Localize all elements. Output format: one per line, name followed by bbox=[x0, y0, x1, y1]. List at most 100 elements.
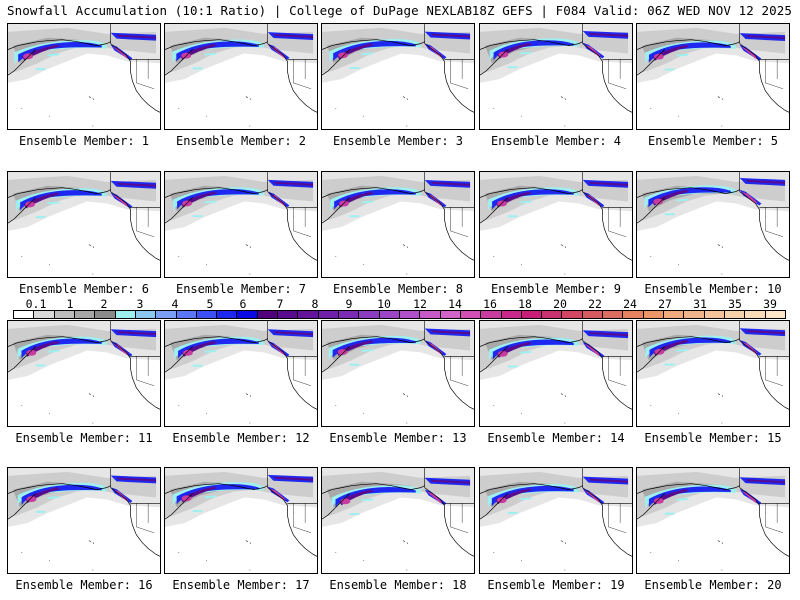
ensemble-member-label: Ensemble Member: 12 bbox=[172, 431, 310, 445]
island-dot bbox=[206, 263, 207, 265]
snow-coast-bc-core bbox=[741, 491, 758, 503]
island-dot bbox=[650, 108, 652, 109]
snow-core-magenta bbox=[183, 349, 193, 356]
colorbar-swatch bbox=[542, 311, 563, 318]
state-borders bbox=[136, 207, 155, 237]
hawaii-islands bbox=[560, 244, 567, 248]
colorbar-tick-label: 0.1 bbox=[25, 297, 47, 311]
island-dot bbox=[21, 405, 23, 406]
snow-band-canada-purple bbox=[430, 33, 471, 38]
ensemble-map-panel bbox=[164, 23, 318, 130]
snow-band-canada-purple bbox=[430, 181, 471, 186]
state-borders bbox=[450, 207, 469, 237]
snow-band-canada-purple bbox=[745, 35, 786, 40]
colorbar bbox=[13, 310, 786, 319]
snow-speckle-cyan bbox=[507, 350, 532, 368]
snow-band-canada-purple bbox=[116, 477, 157, 482]
colorbar-swatch bbox=[176, 311, 197, 318]
colorbar-tick-label: 16 bbox=[483, 297, 497, 311]
colorbar-tick-label: 7 bbox=[276, 297, 284, 311]
snow-band-blue bbox=[177, 189, 259, 210]
hawaii-islands bbox=[560, 540, 567, 544]
island-dot bbox=[678, 115, 679, 117]
hawaii-islands bbox=[245, 244, 252, 248]
island-dot bbox=[335, 405, 337, 406]
state-borders bbox=[450, 356, 469, 386]
island-dot bbox=[249, 422, 251, 424]
snow-band-blue bbox=[648, 486, 731, 507]
snow-coast-bc-core bbox=[426, 491, 443, 504]
colorbar-swatch bbox=[54, 311, 75, 318]
ensemble-map-panel bbox=[479, 23, 633, 130]
island-dot bbox=[206, 412, 207, 414]
ensemble-member-label: Ensemble Member: 11 bbox=[15, 431, 153, 445]
colorbar-swatch bbox=[623, 311, 644, 318]
hawaii-islands bbox=[245, 393, 252, 397]
ensemble-map-panel bbox=[7, 23, 161, 130]
coastline-alaska-peninsula bbox=[637, 493, 665, 520]
colorbar-swatch bbox=[521, 311, 543, 318]
colorbar-tick-label: 10 bbox=[377, 297, 391, 311]
coastline-alaska bbox=[8, 187, 111, 198]
coastline-alaska-peninsula bbox=[322, 49, 350, 76]
snow-band-blue bbox=[333, 40, 416, 62]
island-dot bbox=[335, 256, 337, 257]
colorbar-swatch bbox=[14, 311, 35, 318]
island-dot bbox=[521, 412, 522, 414]
snow-coast-bc-core bbox=[269, 343, 286, 355]
island-dot bbox=[249, 569, 251, 571]
colorbar-swatch bbox=[501, 311, 522, 318]
state-borders bbox=[450, 59, 469, 89]
coastline-alaska bbox=[165, 336, 268, 347]
island-dot bbox=[49, 115, 50, 117]
island-dot bbox=[678, 263, 679, 265]
snow-speckle-cyan bbox=[349, 498, 374, 516]
snow-speckle-cyan bbox=[664, 53, 689, 71]
snow-band-canada-purple bbox=[116, 34, 157, 39]
snow-band-blue bbox=[492, 339, 574, 360]
ensemble-member-label: Ensemble Member: 4 bbox=[490, 134, 622, 148]
snow-core-magenta bbox=[26, 349, 37, 356]
ensemble-map-panel bbox=[164, 320, 318, 427]
colorbar-tick-label: 3 bbox=[136, 297, 144, 311]
ensemble-map-panel bbox=[636, 171, 790, 278]
coastline-alaska bbox=[8, 336, 111, 347]
state-borders bbox=[293, 503, 312, 533]
state-borders bbox=[608, 356, 627, 386]
coastline-alaska-peninsula bbox=[322, 346, 350, 373]
chart-title: Snowfall Accumulation (10:1 Ratio) | Col… bbox=[7, 3, 473, 18]
snow-band-canada-purple bbox=[745, 479, 786, 484]
colorbar-swatch bbox=[156, 311, 177, 318]
ensemble-map-panel bbox=[164, 467, 318, 574]
snow-band-blue bbox=[492, 189, 574, 210]
snow-band-blue bbox=[334, 189, 416, 210]
coastline-west-coast bbox=[424, 340, 474, 410]
state-borders bbox=[608, 503, 627, 533]
state-borders bbox=[136, 503, 155, 533]
island-dot bbox=[206, 559, 207, 561]
island-dot bbox=[721, 125, 723, 127]
island-dot bbox=[650, 552, 652, 553]
ensemble-member-label: Ensemble Member: 1 bbox=[18, 134, 150, 148]
island-dot bbox=[49, 412, 50, 414]
snow-band-blue bbox=[21, 484, 102, 505]
snow-speckle-cyan bbox=[192, 349, 217, 367]
colorbar-swatch bbox=[278, 311, 299, 318]
ensemble-member-label: Ensemble Member: 5 bbox=[647, 134, 779, 148]
hawaii-islands bbox=[717, 244, 724, 248]
coastline-west-coast bbox=[110, 487, 160, 557]
snow-band-canada-purple bbox=[588, 32, 629, 37]
hawaii-islands bbox=[245, 96, 252, 100]
colorbar-tick-label: 9 bbox=[345, 297, 353, 311]
hawaii-islands bbox=[88, 540, 95, 544]
coastline-west-coast bbox=[424, 191, 474, 261]
colorbar-tick-label: 35 bbox=[728, 297, 742, 311]
snow-speckle-cyan bbox=[35, 201, 60, 219]
colorbar-swatch bbox=[765, 311, 785, 318]
ensemble-map-panel bbox=[321, 23, 475, 130]
colorbar-swatch bbox=[399, 311, 421, 318]
snow-coast-bc-core bbox=[112, 194, 129, 207]
colorbar-tick-label: 18 bbox=[518, 297, 532, 311]
snow-band-blue bbox=[178, 338, 259, 359]
island-dot bbox=[92, 422, 94, 424]
